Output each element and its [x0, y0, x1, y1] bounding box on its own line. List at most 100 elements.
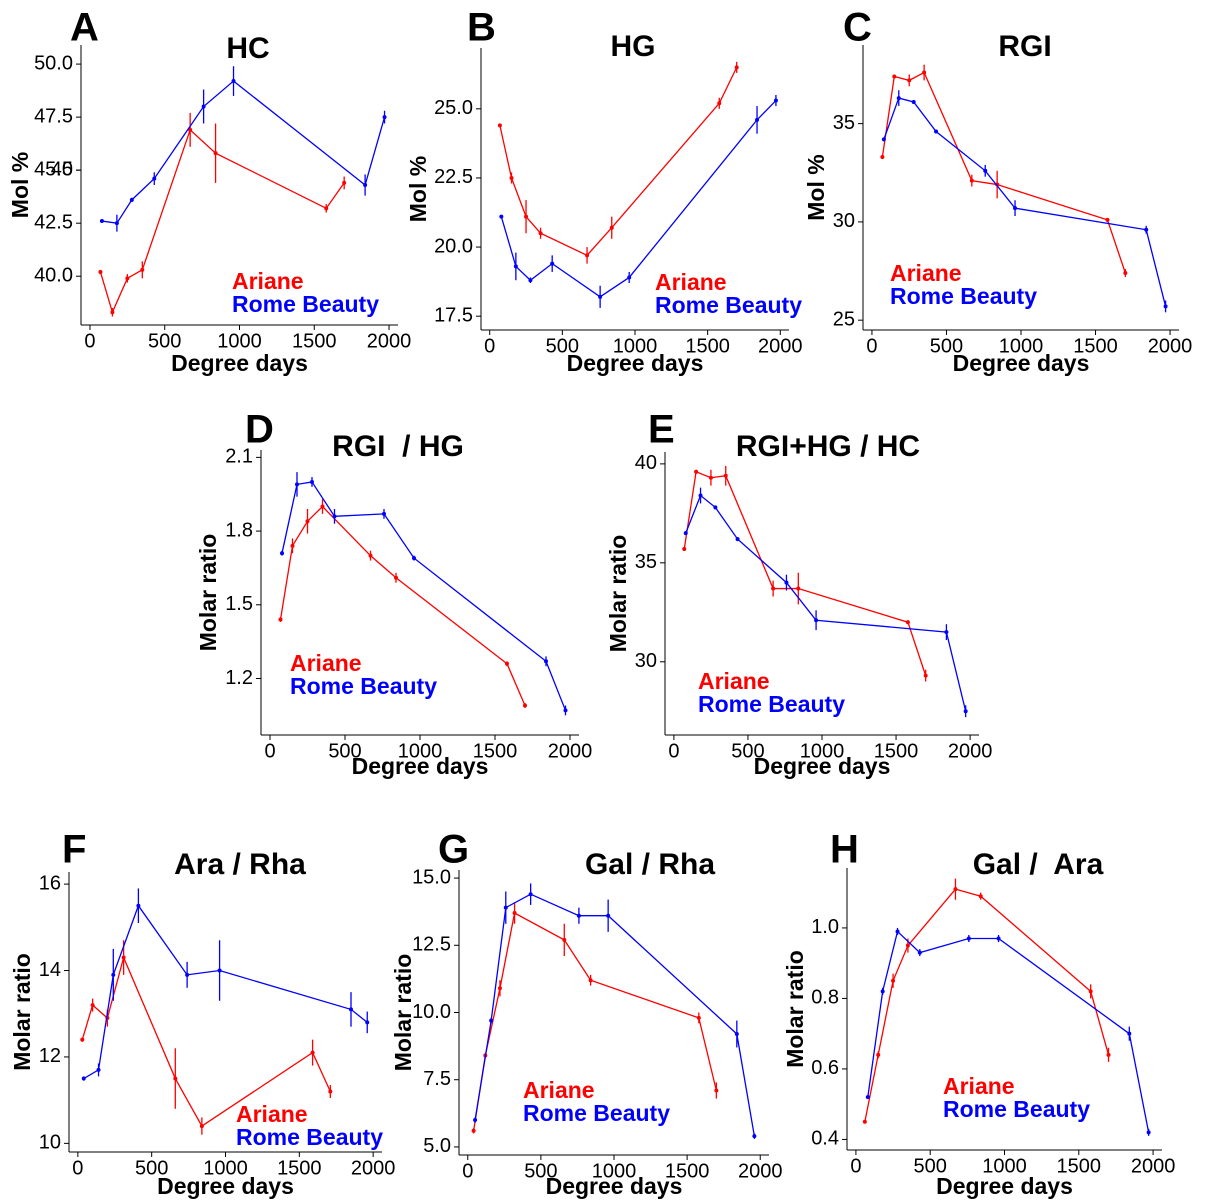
data-point: [348, 1007, 353, 1012]
y-tick-label: 10: [39, 1132, 61, 1154]
y-axis-label: Mol %: [803, 154, 829, 220]
data-point: [996, 936, 1001, 941]
data-point: [755, 117, 760, 122]
data-point: [471, 1128, 476, 1133]
panel: H Gal / Ara 0 500 1000 1500 2000 0.4 0.6 0.8 1.0 De…: [782, 828, 1175, 1200]
data-point: [280, 551, 284, 556]
legend-label: Rome Beauty: [890, 283, 1037, 309]
data-point: [966, 936, 971, 941]
data-point: [773, 98, 778, 103]
panel-letter: B: [467, 6, 496, 50]
data-point: [880, 155, 885, 160]
panel-letter: A: [70, 6, 99, 50]
data-point: [278, 617, 283, 622]
data-point: [922, 70, 927, 75]
y-tick-label: 30: [635, 650, 657, 672]
legend-label: Rome Beauty: [232, 291, 379, 317]
data-point: [310, 1050, 315, 1055]
data-point: [152, 176, 157, 181]
panel-letter: D: [245, 408, 274, 452]
x-tick-label: 1500: [292, 330, 337, 352]
data-point: [585, 253, 590, 258]
y-tick-label: 40.0: [34, 264, 73, 286]
data-point: [734, 1032, 739, 1037]
legend-label: Ariane: [236, 1101, 308, 1127]
y-tick-label: 47.5: [34, 105, 73, 127]
y-tick-label: 0.6: [811, 1057, 839, 1079]
y-axis-label: Mol %: [7, 152, 33, 218]
y-tick-label: 15.0: [412, 866, 451, 888]
x-tick-label: 0: [462, 1160, 473, 1182]
data-point: [129, 197, 134, 202]
data-point: [923, 673, 928, 678]
chart-title: Ara / Rha: [174, 848, 306, 881]
data-point: [562, 937, 567, 942]
x-tick-label: 2000: [548, 740, 593, 762]
y-tick-label: 35: [833, 112, 855, 134]
legend-label: Ariane: [943, 1073, 1015, 1099]
x-tick-label: 500: [524, 1160, 557, 1182]
x-axis-label: Degree days: [754, 753, 891, 779]
y-tick-label: 12.5: [412, 934, 451, 956]
chart-title: Gal / Ara: [973, 848, 1104, 881]
data-point: [1146, 1130, 1151, 1135]
y-axis-label: Mol %: [405, 156, 431, 222]
y-tick-label: 45.0: [34, 158, 73, 180]
series-line: [81, 955, 331, 1128]
data-point: [708, 475, 713, 480]
data-point: [332, 514, 337, 519]
data-point: [81, 1076, 86, 1081]
panel: C RGI 0 500 1000 1500 2000 25 30 35 Degree days Mol…: [803, 6, 1192, 377]
series-line: [279, 505, 526, 706]
series-line: [881, 71, 1126, 274]
data-point: [503, 905, 508, 910]
data-point: [865, 1095, 870, 1100]
x-tick-label: 500: [135, 1157, 168, 1179]
x-tick-label: 500: [148, 330, 181, 352]
y-tick-label: 16: [39, 872, 61, 894]
data-point: [796, 586, 801, 591]
data-point: [944, 630, 949, 635]
data-point: [917, 950, 922, 955]
data-point: [880, 989, 885, 994]
data-point: [969, 178, 974, 183]
x-tick-label: 1000: [613, 335, 658, 357]
data-point: [382, 115, 387, 120]
legend-label: Ariane: [698, 668, 770, 694]
series-line: [685, 494, 967, 712]
data-point: [114, 221, 119, 226]
y-tick-label: 25: [833, 308, 855, 330]
series-line: [867, 930, 1150, 1133]
x-tick-label: 2000: [1131, 1155, 1176, 1177]
y-tick-label: 10.0: [412, 1001, 451, 1023]
data-point: [111, 972, 116, 977]
legend-label: Ariane: [523, 1077, 595, 1103]
data-point: [911, 100, 916, 104]
chart-title: Gal / Rha: [585, 848, 715, 881]
data-point: [1105, 217, 1110, 222]
y-tick-label: 7.5: [423, 1068, 451, 1090]
data-point: [231, 79, 236, 84]
data-point: [199, 1124, 204, 1129]
data-point: [1106, 1052, 1111, 1057]
panel-letter: C: [843, 6, 872, 50]
data-point: [497, 123, 502, 128]
data-point: [98, 269, 103, 274]
data-point: [714, 1088, 719, 1093]
data-point: [173, 1076, 178, 1081]
data-point: [891, 978, 896, 983]
panel-letter: G: [438, 828, 469, 872]
panel-letter: E: [648, 408, 675, 452]
data-point: [983, 168, 988, 173]
data-point: [125, 276, 130, 281]
data-point: [694, 469, 699, 474]
x-tick-label: 0: [668, 740, 679, 762]
x-tick-label: 1000: [398, 740, 443, 762]
y-tick-label: 35: [635, 551, 657, 573]
data-point: [963, 709, 968, 714]
data-point: [188, 127, 193, 132]
y-tick-label: 12: [39, 1045, 61, 1067]
data-point: [876, 1052, 881, 1057]
data-point: [1127, 1031, 1132, 1036]
